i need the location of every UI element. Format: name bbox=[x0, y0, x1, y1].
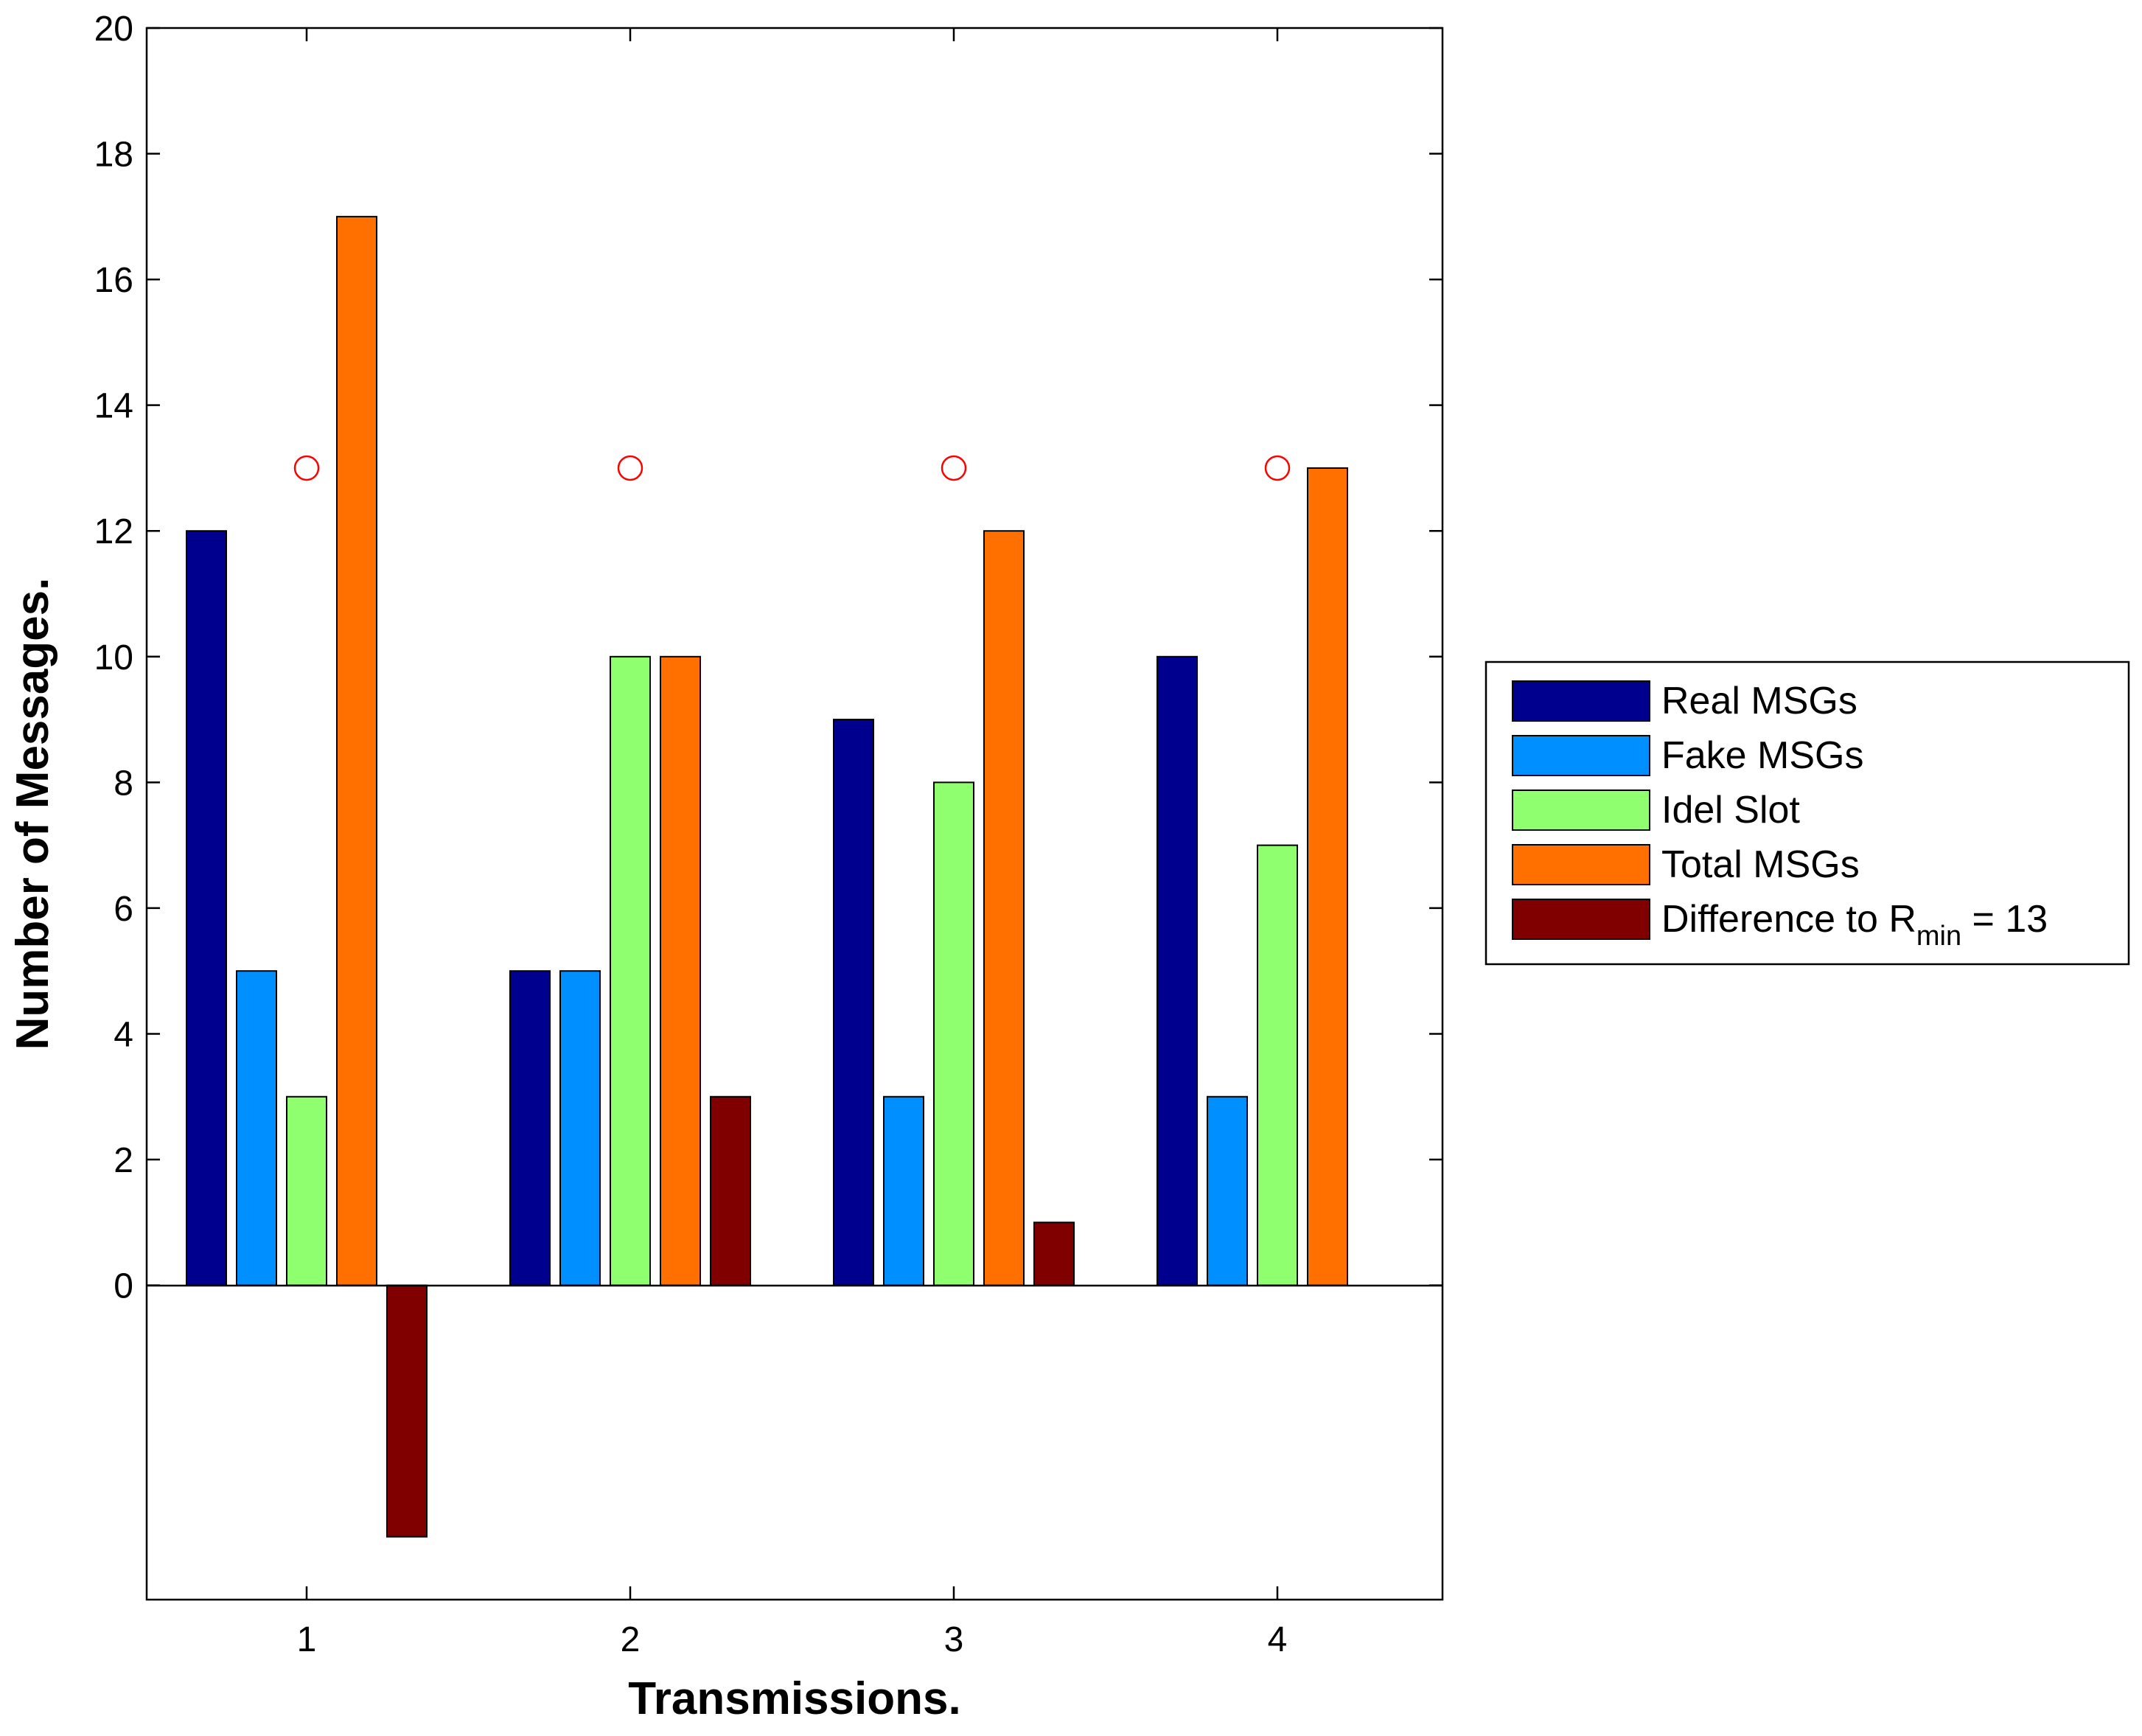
x-tick-label: 1 bbox=[297, 1620, 317, 1659]
bar-series-3-cat-1 bbox=[286, 1095, 327, 1286]
bar-series-1-cat-2 bbox=[509, 970, 551, 1286]
marker-cat-2 bbox=[617, 455, 643, 481]
legend-swatch-3 bbox=[1512, 789, 1650, 831]
y-tick-label: 4 bbox=[114, 1015, 133, 1054]
legend-swatch-4 bbox=[1512, 844, 1650, 885]
y-tick-label: 16 bbox=[94, 261, 133, 300]
y-tick-label: 0 bbox=[114, 1267, 133, 1306]
legend-swatch-1 bbox=[1512, 680, 1650, 722]
bar-series-5-cat-3 bbox=[1033, 1221, 1075, 1286]
y-tick-label: 8 bbox=[114, 764, 133, 803]
x-tick-label: 2 bbox=[621, 1620, 641, 1659]
y-tick-label: 18 bbox=[94, 136, 133, 175]
legend-label-4: Total MSGs bbox=[1661, 843, 1860, 886]
legend-label-2: Fake MSGs bbox=[1661, 734, 1864, 777]
y-tick-label: 20 bbox=[94, 10, 133, 49]
marker-cat-4 bbox=[1264, 455, 1291, 481]
bar-series-3-cat-3 bbox=[933, 781, 974, 1286]
bar-series-3-cat-4 bbox=[1257, 844, 1298, 1286]
x-tick-label: 3 bbox=[944, 1620, 964, 1659]
x-axis-title: Transmissions. bbox=[628, 1673, 960, 1724]
x-tick-label: 4 bbox=[1268, 1620, 1288, 1659]
bar-series-4-cat-2 bbox=[660, 655, 701, 1286]
bar-series-5-cat-1 bbox=[386, 1284, 428, 1538]
marker-cat-3 bbox=[941, 455, 967, 481]
y-tick-label: 6 bbox=[114, 890, 133, 929]
marker-cat-1 bbox=[293, 455, 320, 481]
bar-series-5-cat-2 bbox=[710, 1095, 751, 1286]
legend-label-3: Idel Slot bbox=[1661, 789, 1800, 832]
bar-series-1-cat-4 bbox=[1157, 655, 1198, 1286]
bar-series-4-cat-3 bbox=[983, 530, 1025, 1286]
bar-series-4-cat-1 bbox=[336, 215, 377, 1286]
plot-frame bbox=[145, 27, 1444, 1601]
y-axis-title: Number of Messages. bbox=[7, 578, 58, 1050]
bar-series-3-cat-2 bbox=[610, 655, 651, 1286]
bar-series-4-cat-4 bbox=[1307, 467, 1348, 1286]
bars-layer bbox=[186, 215, 1348, 1538]
bar-series-1-cat-1 bbox=[186, 530, 227, 1286]
bar-series-2-cat-2 bbox=[559, 970, 601, 1286]
bar-series-1-cat-3 bbox=[833, 719, 874, 1286]
y-tick-label: 2 bbox=[114, 1141, 133, 1180]
legend-label-1: Real MSGs bbox=[1661, 680, 1857, 722]
y-tick-label: 12 bbox=[94, 512, 133, 551]
legend-swatch-2 bbox=[1512, 735, 1650, 776]
markers-layer bbox=[293, 455, 1291, 481]
bar-series-2-cat-4 bbox=[1207, 1095, 1248, 1286]
legend-swatch-5 bbox=[1512, 899, 1650, 940]
y-tick-label: 10 bbox=[94, 638, 133, 677]
bar-series-2-cat-1 bbox=[236, 970, 277, 1286]
bar-series-2-cat-3 bbox=[883, 1095, 924, 1286]
y-tick-label: 14 bbox=[94, 387, 133, 426]
